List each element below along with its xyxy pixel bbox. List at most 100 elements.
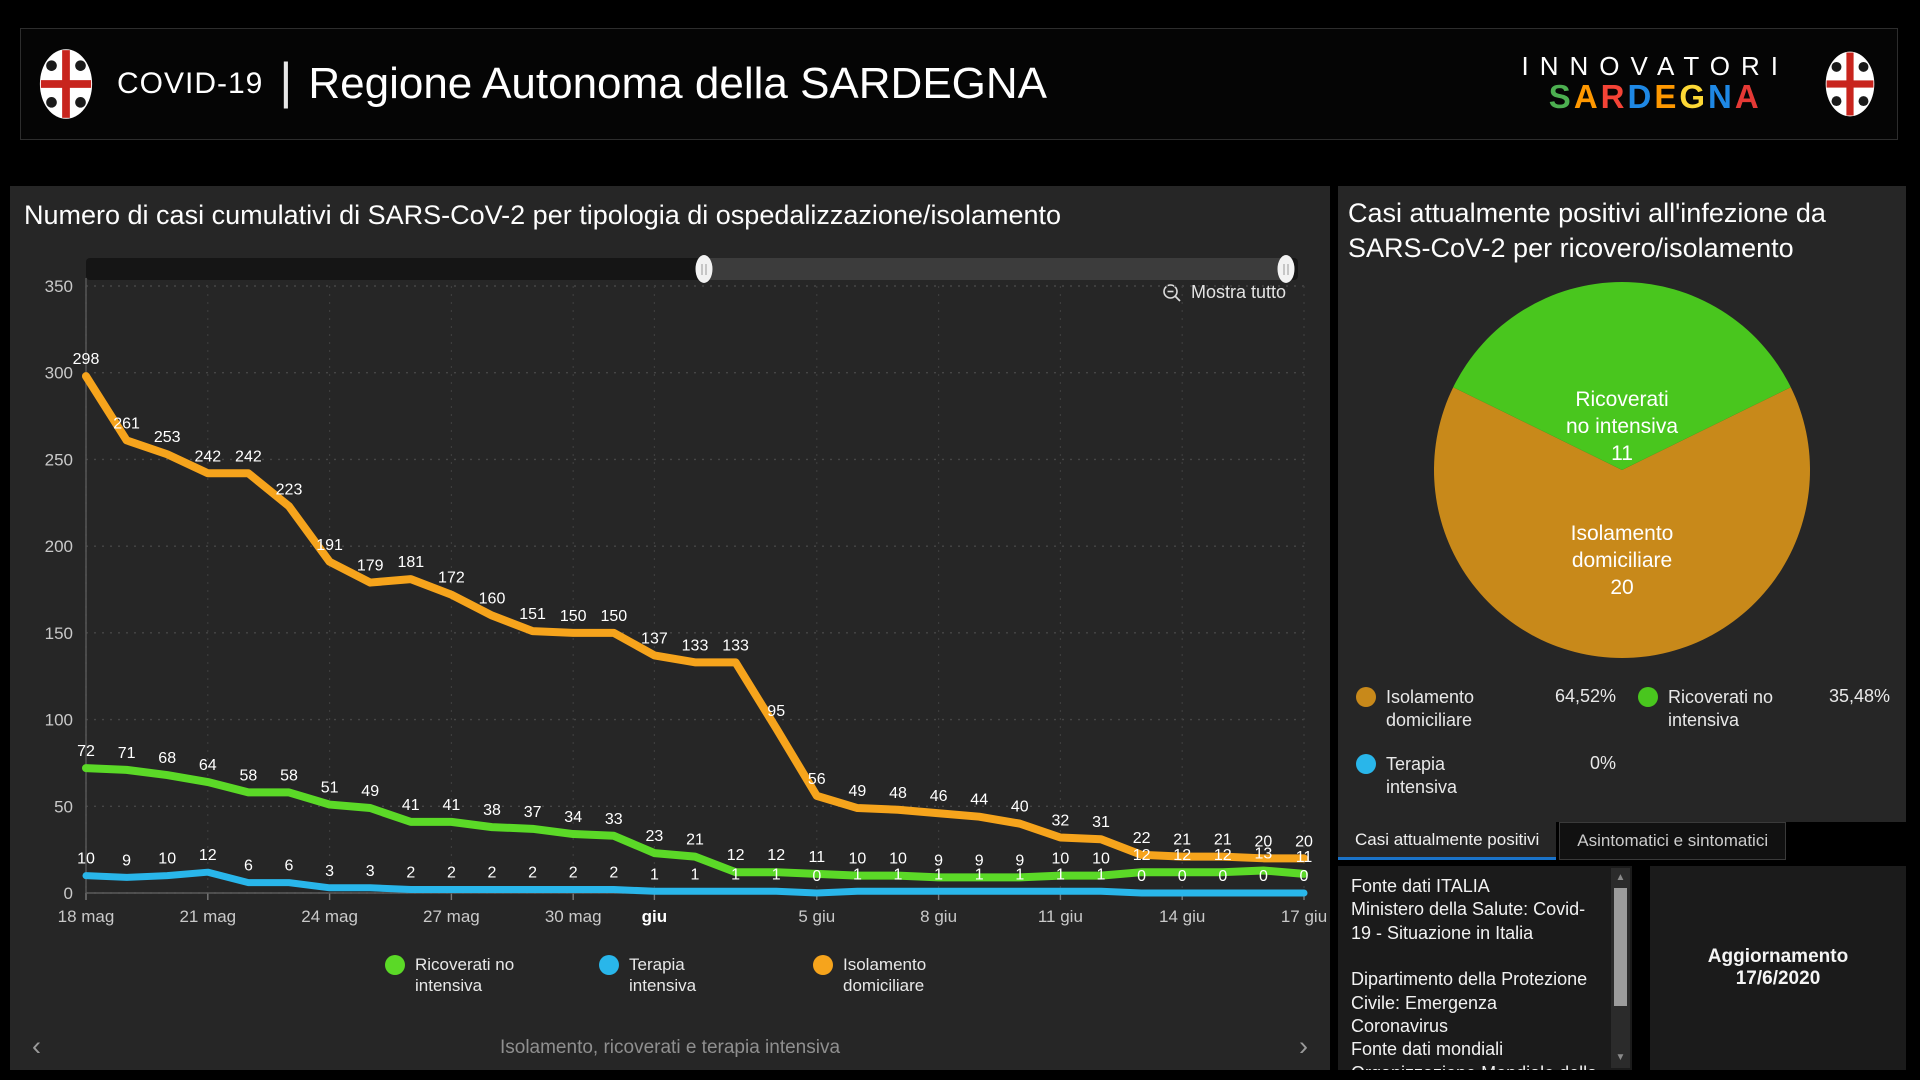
- svg-text:41: 41: [402, 797, 420, 814]
- svg-text:9: 9: [934, 852, 943, 869]
- svg-text:2: 2: [447, 865, 456, 882]
- positive-cases-panel: Casi attualmente positivi all'infezione …: [1338, 186, 1906, 822]
- scrollbar-thumb[interactable]: [1614, 888, 1627, 1006]
- svg-text:350: 350: [45, 277, 73, 296]
- svg-text:2: 2: [569, 865, 578, 882]
- svg-text:6: 6: [285, 858, 294, 875]
- innovatori-sardegna-logo: INNOVATORI SARDEGNA: [1522, 46, 1877, 122]
- next-slide-button[interactable]: ›: [1299, 1031, 1308, 1061]
- svg-text:181: 181: [397, 554, 424, 571]
- brand-line-2: SARDEGNA: [1548, 78, 1762, 116]
- svg-text:9: 9: [975, 852, 984, 869]
- app-title-prefix: COVID-19: [117, 67, 264, 100]
- svg-text:0: 0: [812, 868, 821, 885]
- header-bar: COVID-19 | Regione Autonoma della SARDEG…: [20, 28, 1898, 140]
- page-title: Regione Autonoma della SARDEGNA: [308, 59, 1048, 108]
- svg-text:1: 1: [1015, 866, 1024, 883]
- svg-text:298: 298: [73, 351, 100, 368]
- svg-text:68: 68: [158, 750, 176, 767]
- show-all-label: Mostra tutto: [1190, 282, 1286, 302]
- legend-item-isolamento[interactable]: Isolamento domiciliare: [813, 954, 955, 997]
- svg-text:12: 12: [1214, 847, 1232, 864]
- svg-text:3: 3: [366, 863, 375, 880]
- ricoverati-percent: 35,48%: [1828, 686, 1890, 706]
- show-all-button[interactable]: Mostra tutto: [1162, 282, 1286, 303]
- line-chart-title: Numero di casi cumulativi di SARS-CoV-2 …: [24, 200, 1062, 230]
- terapia-percent: 0%: [1589, 753, 1616, 773]
- svg-text:58: 58: [280, 767, 298, 784]
- svg-text:20: 20: [1295, 833, 1313, 850]
- source-world: Dipartimento della Protezione Civile: Em…: [1351, 969, 1597, 1070]
- svg-text:300: 300: [45, 364, 73, 383]
- sources-scrollbar[interactable]: ▲ ▼: [1611, 868, 1630, 1068]
- data-sources-box: Fonte dati ITALIA Ministero della Salute…: [1338, 866, 1632, 1070]
- tab-asintomatici-sintomatici[interactable]: Asintomatici e sintomatici: [1559, 822, 1787, 860]
- svg-text:1: 1: [975, 866, 984, 883]
- svg-text:261: 261: [113, 415, 140, 432]
- svg-text:giu: giu: [642, 907, 668, 926]
- svg-text:21: 21: [1214, 832, 1232, 849]
- svg-text:150: 150: [45, 624, 73, 643]
- svg-text:38: 38: [483, 802, 501, 819]
- svg-text:250: 250: [45, 450, 73, 469]
- svg-text:0: 0: [64, 884, 73, 903]
- pie-legend-isolamento[interactable]: Isolamento domiciliare 64,52%: [1356, 686, 1624, 731]
- orange-dot-icon: [1356, 687, 1376, 707]
- svg-text:10: 10: [77, 851, 95, 868]
- svg-text:18 mag: 18 mag: [58, 907, 115, 926]
- slider-selected-range[interactable]: [704, 258, 1286, 280]
- prev-slide-button[interactable]: ‹: [32, 1031, 41, 1061]
- slider-handle-left[interactable]: [695, 255, 713, 283]
- zoom-out-icon: [1163, 283, 1181, 302]
- pie-chart[interactable]: Isolamento domiciliare 20 Ricoverati no inte…: [1338, 274, 1906, 670]
- svg-text:50: 50: [54, 797, 73, 816]
- slide-caption: Isolamento, ricoverati e terapia intensi…: [499, 1037, 841, 1058]
- svg-text:2: 2: [406, 865, 415, 882]
- scroll-up-icon[interactable]: ▲: [1615, 872, 1626, 883]
- svg-text:71: 71: [118, 745, 136, 762]
- line-chart-legend: Ricoverati no intensiva Terapia intensiv…: [10, 954, 1330, 997]
- svg-text:12: 12: [727, 847, 745, 864]
- pie-legend-terapia[interactable]: Terapia intensiva 0%: [1356, 753, 1624, 798]
- svg-text:1: 1: [1056, 866, 1065, 883]
- cumulative-cases-panel: Numero di casi cumulativi di SARS-CoV-2 …: [10, 186, 1330, 1070]
- green-dot-icon: [385, 955, 405, 975]
- date-range-slider[interactable]: [86, 255, 1298, 283]
- scroll-down-icon[interactable]: ▼: [1615, 1052, 1626, 1063]
- svg-text:1: 1: [894, 866, 903, 883]
- svg-text:21: 21: [1173, 832, 1191, 849]
- svg-text:32: 32: [1052, 813, 1070, 830]
- sardegna-crest-icon: [1825, 51, 1875, 117]
- legend-item-ricoverati[interactable]: Ricoverati no intensiva: [385, 954, 527, 997]
- svg-text:49: 49: [361, 783, 379, 800]
- svg-text:172: 172: [438, 570, 465, 587]
- blue-dot-icon: [1356, 754, 1376, 774]
- svg-text:22: 22: [1133, 830, 1151, 847]
- svg-text:13: 13: [1255, 845, 1273, 862]
- svg-text:10: 10: [889, 851, 907, 868]
- svg-text:0: 0: [1259, 868, 1268, 885]
- svg-text:200: 200: [45, 537, 73, 556]
- svg-text:1: 1: [1097, 866, 1106, 883]
- svg-text:49: 49: [849, 783, 867, 800]
- svg-text:253: 253: [154, 429, 181, 446]
- svg-text:11 giu: 11 giu: [1038, 907, 1083, 926]
- svg-text:10: 10: [849, 851, 867, 868]
- title-separator: |: [279, 53, 293, 109]
- svg-text:179: 179: [357, 558, 384, 575]
- svg-text:44: 44: [970, 792, 988, 809]
- svg-text:64: 64: [199, 757, 217, 774]
- svg-text:11: 11: [808, 849, 825, 866]
- slider-handle-right[interactable]: [1277, 255, 1295, 283]
- svg-text:242: 242: [235, 448, 262, 465]
- svg-text:0: 0: [1178, 868, 1187, 885]
- svg-text:31: 31: [1092, 814, 1110, 831]
- pie-legend-ricoverati[interactable]: Ricoverati no intensiva 35,48%: [1638, 686, 1898, 731]
- svg-text:12: 12: [767, 847, 785, 864]
- sardegna-crest-icon: [39, 49, 93, 119]
- svg-text:46: 46: [930, 788, 948, 805]
- legend-item-terapia[interactable]: Terapia intensiva: [599, 954, 741, 997]
- tab-casi-attualmente-positivi[interactable]: Casi attualmente positivi: [1338, 822, 1557, 860]
